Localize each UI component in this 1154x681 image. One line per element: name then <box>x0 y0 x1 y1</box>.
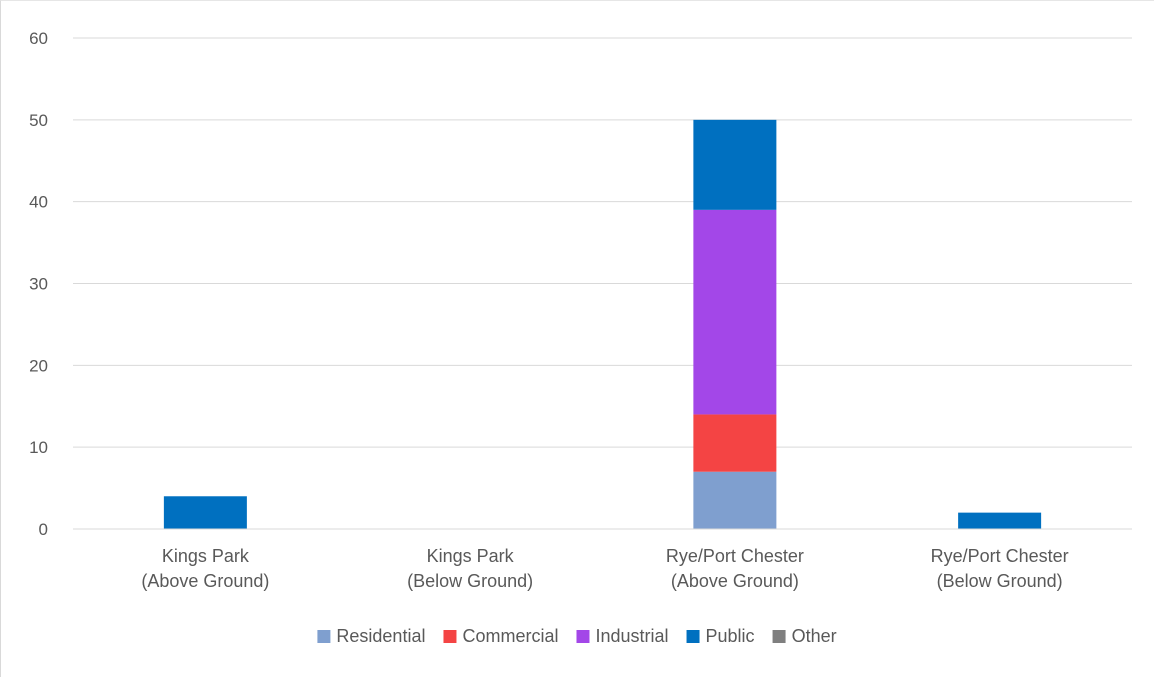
y-tick-label: 10 <box>29 438 48 457</box>
bar-segment-public <box>693 119 777 210</box>
x-category-label: Rye/Port Chester (Below Ground) <box>931 546 1069 591</box>
legend-item-residential: Residential <box>317 626 425 646</box>
bars <box>163 119 1042 529</box>
y-axis-tick-labels: 0 10 20 30 40 50 60 <box>29 29 48 539</box>
y-tick-label: 50 <box>29 111 48 130</box>
legend-swatch <box>686 630 700 643</box>
legend-item-industrial: Industrial <box>576 626 669 646</box>
legend-swatch <box>443 630 457 643</box>
x-category-label: Kings Park (Below Ground) <box>407 546 533 591</box>
bar-segment-public <box>958 512 1042 529</box>
legend-label: Other <box>792 626 837 646</box>
legend-item-commercial: Commercial <box>443 626 558 646</box>
y-tick-label: 30 <box>29 275 48 294</box>
legend-label: Commercial <box>462 626 558 646</box>
y-tick-label: 40 <box>29 193 48 212</box>
x-category-label: Rye/Port Chester (Above Ground) <box>666 546 804 591</box>
bar-segment-industrial <box>693 209 777 415</box>
legend-label: Residential <box>336 626 425 646</box>
legend: Residential Commercial Industrial Public Oth… <box>317 626 837 646</box>
x-category-label: Kings Park (Above Ground) <box>141 546 269 591</box>
bar-segment-commercial <box>693 414 777 472</box>
y-tick-label: 0 <box>39 520 48 539</box>
x-axis-category-labels: Kings Park (Above Ground) Kings Park (Below… <box>141 546 1068 591</box>
legend-item-other: Other <box>772 626 837 646</box>
gridlines <box>73 37 1132 448</box>
legend-item-public: Public <box>686 626 755 646</box>
y-tick-label: 60 <box>29 29 48 48</box>
legend-swatch <box>772 630 786 643</box>
y-tick-label: 20 <box>29 356 48 375</box>
legend-label: Industrial <box>595 626 668 646</box>
legend-swatch <box>317 630 331 643</box>
legend-swatch <box>576 630 590 643</box>
bar-segment-residential <box>693 471 777 529</box>
legend-label: Public <box>706 626 755 646</box>
bar-segment-public <box>163 496 247 529</box>
